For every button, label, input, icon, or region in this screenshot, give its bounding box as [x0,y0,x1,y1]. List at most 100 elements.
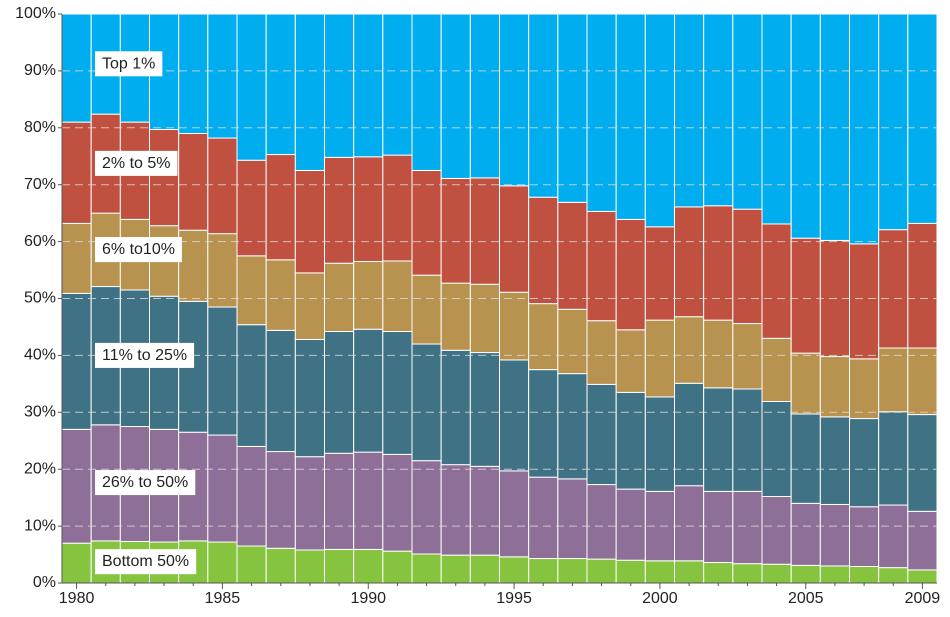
bar-segment [236,13,267,161]
bar-segment [236,545,267,584]
bar-segment [353,328,384,453]
y-tick-label: 90% [24,62,56,79]
bar-segment [557,201,588,310]
bar-segment [178,229,209,302]
bar-segment [557,373,588,480]
bar-segment [703,205,734,321]
bar-segment [324,548,355,584]
bar-segment [294,338,326,458]
bar-segment [790,237,821,354]
bar-segment [761,400,792,498]
bar-segment [469,177,501,285]
bar-segment [644,560,675,584]
bar-segment [499,185,530,293]
bar-segment [61,292,92,430]
bar-segment [615,488,646,561]
bar-segment [265,451,296,549]
bar-segment [294,272,326,340]
legend-box [95,51,163,77]
legend-box [95,549,197,575]
bar-segment [294,13,326,171]
bar-segment [644,396,675,492]
bar-segment [411,553,442,584]
bar-segment [411,169,442,276]
legend-label: 2% to 5% [102,155,170,172]
bar-segment [557,308,588,375]
bar-segment [557,478,588,560]
bar-segment [440,282,471,351]
bar-segment [790,352,821,415]
legend-box [95,237,182,263]
bar-segment [878,411,909,506]
bar-segment [790,502,821,566]
bar-segment [528,369,559,478]
bar-segment [61,121,92,224]
bar-segment [761,563,792,584]
bar-segment [411,460,442,555]
legend-label: Top 1% [102,55,155,72]
x-tick-label: 2005 [788,590,824,607]
bar-segment [586,484,617,560]
bar-segment [265,13,296,156]
legend-box [95,470,196,496]
bar-segment [499,291,530,361]
y-tick-label: 30% [24,404,56,421]
bar-segment [790,413,821,504]
bar-segment [878,567,909,584]
bar-segment [761,337,792,402]
bar-segment [440,554,471,584]
x-tick-label: 1985 [205,590,241,607]
legend-label: Bottom 50% [102,553,189,570]
bar-segment [353,156,384,263]
bar-segment [469,352,501,467]
legend-box [95,342,195,368]
bar-segment [703,387,734,492]
y-tick-label: 70% [24,176,56,193]
bar-segment [703,490,734,564]
bar-segment [61,13,92,123]
bar-segment [207,306,238,436]
bar-segment [878,347,909,413]
bar-segment [907,414,938,512]
bar-segment [469,13,501,179]
bar-segment [878,13,909,231]
bar-segment [499,470,530,558]
bar-segment [411,274,442,345]
bar-segment [528,558,559,584]
bar-segment [732,388,763,492]
bar-segment [644,226,675,321]
bar-segment [907,569,938,584]
bar-segment [324,156,355,264]
bar-segment [732,490,763,565]
bar-segment [294,456,326,551]
x-tick-label: 2000 [642,590,678,607]
bar-segment [586,383,617,486]
bar-segment [499,556,530,584]
bar-segment [294,169,326,274]
bar-segment [615,218,646,331]
bar-segment [469,465,501,556]
bar-segment [615,559,646,584]
bar-segment [528,13,559,198]
bar-segment [207,541,238,584]
bar-segment [265,259,296,331]
legend-box [95,150,178,176]
x-tick-label: 1980 [59,590,95,607]
bar-segment [324,13,355,158]
bar-segment [178,13,209,134]
y-tick-label: 60% [24,233,56,250]
bar-segment [440,464,471,556]
bar-segment [294,549,326,584]
y-tick-label: 80% [24,119,56,136]
bar-segment [236,445,267,547]
bar-segment [878,504,909,569]
bar-segment [353,13,384,158]
bar-segment [469,554,501,584]
bar-segment [849,358,880,420]
bar-segment [849,418,880,508]
bar-segment [849,243,880,360]
bar-segment [382,260,413,333]
bar-segment [382,550,413,584]
bar-segment [907,13,938,224]
